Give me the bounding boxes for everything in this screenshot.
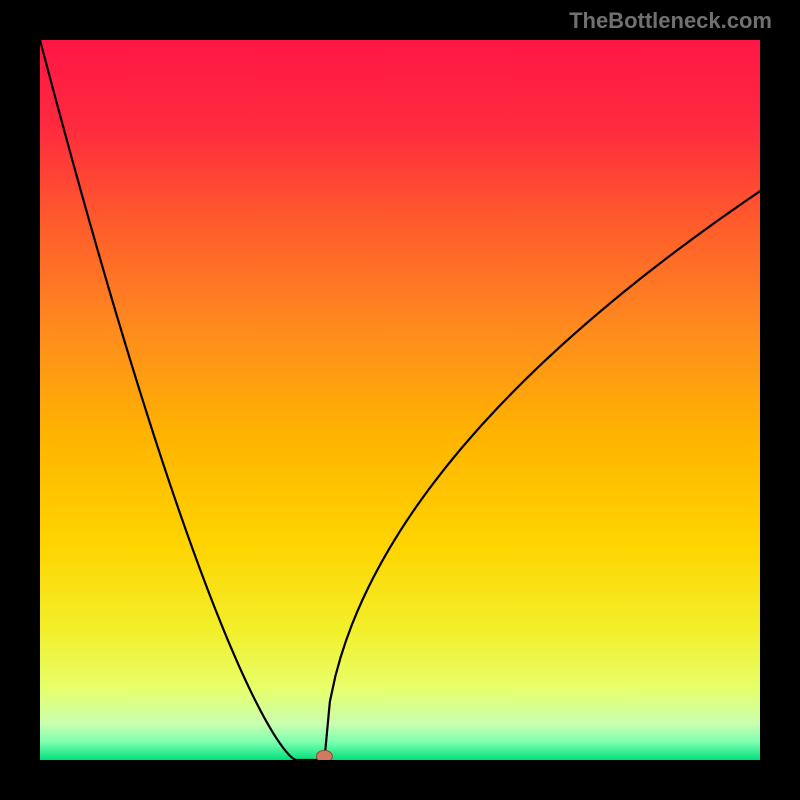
gradient-background [40, 40, 760, 760]
chart-svg [40, 40, 760, 760]
watermark-text: TheBottleneck.com [569, 8, 772, 34]
chart-plot-area [40, 40, 760, 760]
optimum-marker [316, 750, 332, 760]
